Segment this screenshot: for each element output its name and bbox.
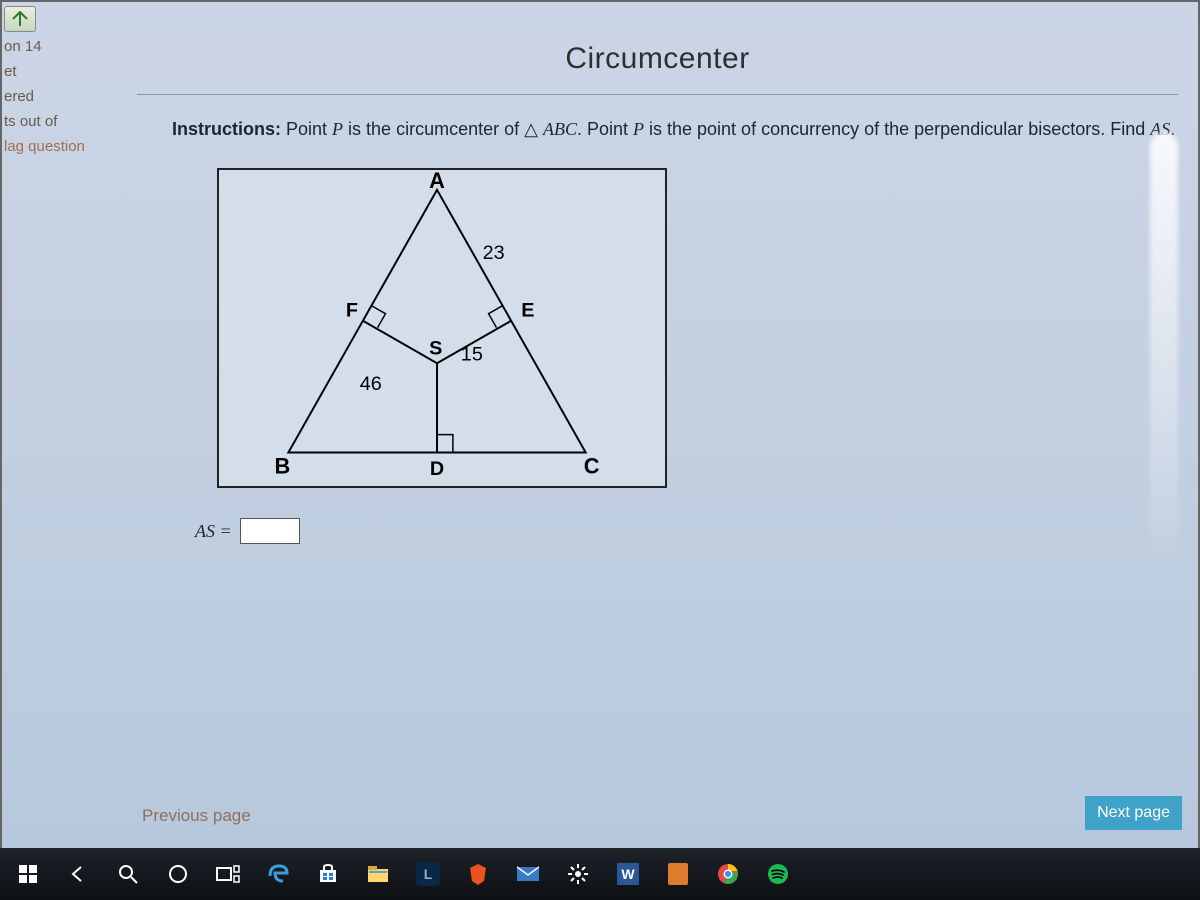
instructions-label: Instructions:: [172, 119, 281, 139]
app-icon-l[interactable]: L: [406, 855, 450, 893]
cortana-icon[interactable]: [156, 855, 200, 893]
quiz-sidebar: on 14 et ered ts out of lag question: [2, 2, 117, 848]
vertex-C: C: [584, 453, 600, 478]
windows-taskbar[interactable]: L W: [0, 848, 1200, 900]
flag-question-link[interactable]: lag question: [2, 134, 117, 159]
sidebar-text: ts out of: [2, 109, 117, 134]
brave-icon[interactable]: [456, 855, 500, 893]
store-icon[interactable]: [306, 855, 350, 893]
answer-input[interactable]: [240, 518, 300, 544]
next-page-button[interactable]: Next page: [1085, 796, 1182, 830]
sidebar-text: et: [2, 59, 117, 84]
vertex-B: B: [275, 453, 291, 478]
mail-icon[interactable]: [506, 855, 550, 893]
chrome-icon[interactable]: [706, 855, 750, 893]
settings-icon[interactable]: [556, 855, 600, 893]
midpoint-F: F: [346, 300, 358, 322]
triangle-diagram: A B C F E D S 23 15 46: [219, 170, 665, 487]
divider: [137, 94, 1178, 95]
sidebar-text: ered: [2, 84, 117, 109]
explorer-icon[interactable]: [356, 855, 400, 893]
notes-icon[interactable]: [656, 855, 700, 893]
midpoint-D: D: [430, 458, 444, 480]
previous-page-link[interactable]: Previous page: [142, 806, 251, 826]
search-icon[interactable]: [106, 855, 150, 893]
back-icon[interactable]: [56, 855, 100, 893]
value-SE: 15: [461, 343, 483, 365]
midpoint-E: E: [521, 300, 534, 322]
nav-icon[interactable]: [4, 6, 36, 32]
page-title: Circumcenter: [137, 12, 1178, 94]
question-main: Circumcenter Instructions: Point P is th…: [117, 2, 1198, 848]
vertex-A: A: [429, 170, 445, 193]
word-icon[interactable]: W: [606, 855, 650, 893]
geometry-figure: A B C F E D S 23 15 46: [217, 168, 667, 488]
value-AE: 23: [483, 242, 505, 264]
value-BF: 46: [360, 373, 382, 395]
answer-row: AS =: [195, 518, 1178, 544]
taskview-icon[interactable]: [206, 855, 250, 893]
sidebar-text: on 14: [2, 34, 117, 59]
answer-label: AS =: [195, 521, 232, 542]
spotify-icon[interactable]: [756, 855, 800, 893]
instructions: Instructions: Point P is the circumcente…: [172, 119, 1178, 140]
edge-icon[interactable]: [256, 855, 300, 893]
center-S: S: [429, 337, 442, 359]
start-button[interactable]: [6, 855, 50, 893]
